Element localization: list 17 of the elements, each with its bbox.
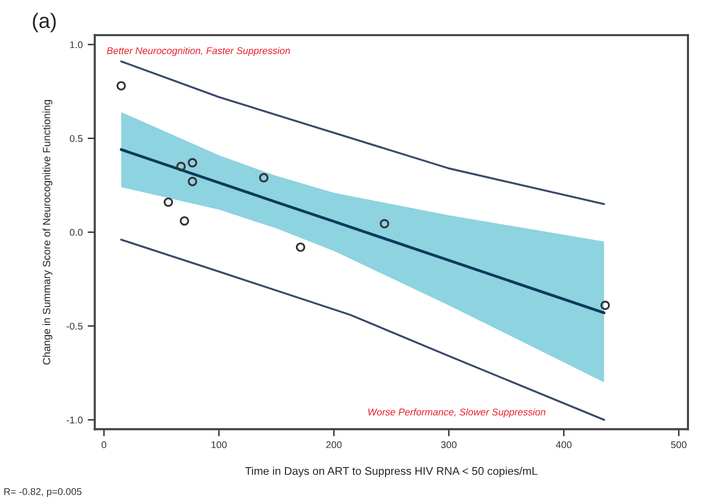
- x-tick-label: 0: [102, 441, 106, 448]
- annotation: Better Neurocognition, Faster Suppression: [106, 46, 290, 56]
- x-tick-label: 400: [556, 441, 572, 448]
- y-tick-label: -0.5: [66, 322, 83, 330]
- y-axis-title: Change in Summary Score of Neurocognitive Functioning: [42, 100, 52, 365]
- x-tick-label: 300: [441, 441, 457, 448]
- y-tick-label: -1.0: [66, 416, 83, 424]
- y-tick-label: 0.0: [70, 228, 83, 236]
- annotation: Worse Performance, Slower Suppression: [368, 408, 546, 418]
- x-tick-label: 500: [671, 441, 686, 448]
- x-tick-label: 100: [212, 441, 227, 448]
- text: R= -0.82, p=0.005: [4, 488, 82, 497]
- x-axis-title: Time in Days on ART to Suppress HIV RNA < 50 copies/mL: [245, 466, 538, 478]
- y-tick-label: 1.0: [70, 41, 83, 48]
- chart-title: (a): [32, 12, 56, 32]
- x-tick-label: 200: [326, 441, 342, 448]
- y-tick-label: 0.5: [70, 135, 83, 142]
